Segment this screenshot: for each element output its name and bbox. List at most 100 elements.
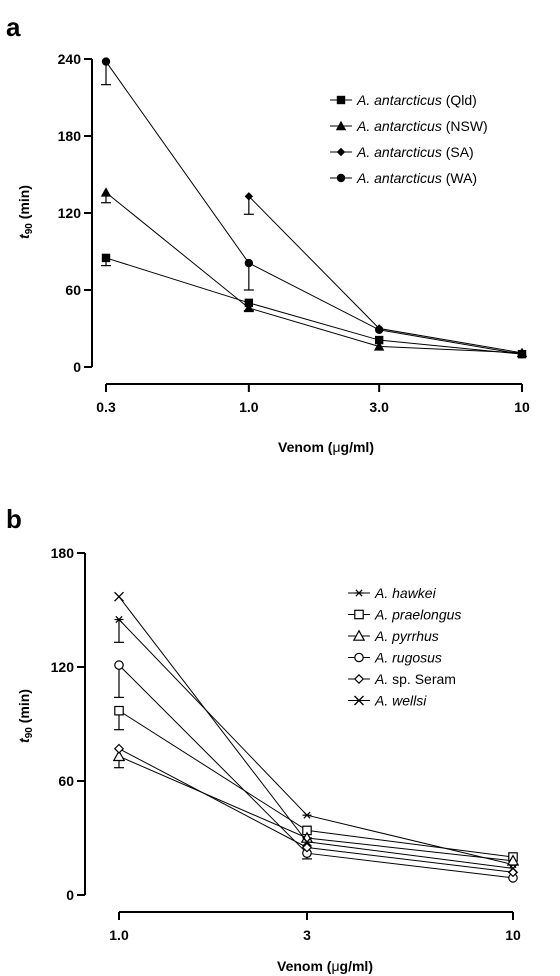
y-tick-label-a: 0 xyxy=(73,359,81,375)
x-axis-label-mu-b: μ xyxy=(331,958,339,974)
legend-label-genus-a: A. antarcticus xyxy=(356,170,442,186)
series-b-4 xyxy=(113,743,519,878)
legend-label-a: A. antarcticus (NSW) xyxy=(356,118,488,134)
data-point-b xyxy=(113,743,125,754)
x-tick-label-a: 3.0 xyxy=(369,399,389,415)
legend-label-tag-a: (WA) xyxy=(442,170,477,186)
series-line-b-3 xyxy=(118,664,514,879)
legend-label-genus-b: A. pyrrhus xyxy=(374,628,439,644)
data-point-a xyxy=(244,192,254,201)
y-tick-label-b: 120 xyxy=(51,659,75,675)
legend-marker-b xyxy=(353,673,365,685)
y-axis-label-a: t90 (min) xyxy=(16,185,35,239)
legend-marker-b xyxy=(354,589,364,597)
y-axis-b: 0 60 120 180 xyxy=(51,545,86,903)
x-tick-label-b: 3 xyxy=(303,927,311,943)
data-point-b xyxy=(114,615,124,624)
legend-marker-a xyxy=(336,173,346,183)
series-line-b-0 xyxy=(118,619,514,866)
legend-item-b-4: A. sp. Seram xyxy=(348,671,456,687)
legend-a: A. antarcticus (Qld) A. antarcticus (NSW)… xyxy=(330,92,488,186)
y-axis-label-main-a: t xyxy=(16,233,32,239)
y-axis-label-sub-a: 90 xyxy=(24,223,35,235)
legend-marker-a xyxy=(336,95,346,105)
panel-label-a: a xyxy=(6,12,21,42)
x-axis-b: 1.0 3 10 xyxy=(109,911,521,943)
legend-label-tag-b: sp. Seram xyxy=(388,671,456,687)
legend-b: A. hawkei A. praelongus A. pyrrhus A. rugos… xyxy=(348,585,461,709)
y-axis-a: 0 60 120 180 240 xyxy=(58,51,93,375)
x-tick-label-b: 1.0 xyxy=(109,927,129,943)
x-axis-label-suffix-a: g/ml) xyxy=(341,439,374,455)
legend-marker-b xyxy=(354,652,364,663)
legend-label-b: A. sp. Seram xyxy=(374,671,456,687)
data-point-b xyxy=(301,842,313,853)
data-point-b xyxy=(508,863,518,874)
legend-label-b: A. hawkei xyxy=(374,585,437,601)
series-group-a xyxy=(100,57,528,359)
data-point-b xyxy=(114,660,124,670)
y-tick-label-b: 0 xyxy=(66,887,74,903)
series-b-1 xyxy=(114,705,518,862)
legend-label-genus-a: A. antarcticus xyxy=(356,92,442,108)
series-b-5 xyxy=(114,591,518,874)
chart-panel-b: b 0 60 120 180 1.0 3 10 A. hawkei A. praelongu… xyxy=(6,504,521,974)
series-line-b-4 xyxy=(118,748,514,873)
series-line-a-1 xyxy=(105,192,523,354)
legend-marker-b xyxy=(352,629,366,641)
x-axis-label-suffix-b: g/ml) xyxy=(340,958,373,974)
x-tick-label-a: 1.0 xyxy=(239,399,259,415)
legend-label-b: A. pyrrhus xyxy=(374,628,439,644)
series-line-a-0 xyxy=(105,257,523,355)
x-tick-label-a: 0.3 xyxy=(96,399,116,415)
series-a-2 xyxy=(243,192,527,358)
series-b-2 xyxy=(112,749,520,866)
legend-item-a-3: A. antarcticus (WA) xyxy=(330,170,477,186)
x-axis-a: 0.3 1.0 3.0 10 xyxy=(96,383,530,415)
data-point-a xyxy=(101,57,111,66)
legend-label-a: A. antarcticus (Qld) xyxy=(356,92,477,108)
series-line-a-3 xyxy=(105,61,523,355)
series-line-b-1 xyxy=(118,710,514,858)
x-axis-label-a: Venom (μg/ml) xyxy=(278,439,374,455)
data-point-b xyxy=(506,854,520,866)
data-point-a xyxy=(244,258,254,268)
data-point-a xyxy=(243,302,255,313)
legend-item-a-1: A. antarcticus (NSW) xyxy=(330,118,488,134)
x-axis-label-prefix-a: Venom ( xyxy=(278,439,333,455)
legend-marker-b xyxy=(354,695,364,706)
y-axis-label-sub-b: 90 xyxy=(24,727,35,739)
series-group-b xyxy=(112,591,520,883)
data-point-a xyxy=(374,325,384,334)
y-axis-label-unit-a: (min) xyxy=(16,185,32,223)
legend-item-b-2: A. pyrrhus xyxy=(348,628,439,644)
legend-label-b: A. praelongus xyxy=(374,607,461,623)
legend-label-b: A. rugosus xyxy=(374,650,442,666)
series-b-3 xyxy=(114,660,518,883)
legend-marker-a xyxy=(336,147,346,157)
series-line-b-5 xyxy=(118,596,514,869)
y-tick-label-a: 60 xyxy=(65,282,81,298)
legend-item-a-0: A. antarcticus (Qld) xyxy=(330,92,477,108)
data-point-a xyxy=(517,349,527,359)
data-point-b xyxy=(302,811,312,819)
data-point-b xyxy=(114,705,124,716)
data-point-a xyxy=(100,187,112,197)
data-point-a xyxy=(101,253,111,263)
legend-label-genus-b: A. wellsi xyxy=(374,693,427,709)
y-axis-label-main-b: t xyxy=(16,737,32,743)
data-point-b xyxy=(112,749,126,762)
legend-marker-a xyxy=(335,120,347,131)
legend-label-genus-a: A. antarcticus xyxy=(356,144,442,160)
legend-item-b-3: A. rugosus xyxy=(348,650,442,666)
legend-label-genus-b: A. hawkei xyxy=(374,585,437,601)
legend-label-genus-b: A. praelongus xyxy=(374,607,461,623)
y-tick-label-a: 240 xyxy=(58,51,82,67)
legend-label-genus-b: A. rugosus xyxy=(374,650,442,666)
legend-label-genus-b: A. xyxy=(374,671,388,687)
legend-label-b: A. wellsi xyxy=(374,693,427,709)
legend-label-a: A. antarcticus (SA) xyxy=(356,144,474,160)
legend-item-b-1: A. praelongus xyxy=(348,607,461,623)
y-tick-label-b: 180 xyxy=(51,545,75,561)
